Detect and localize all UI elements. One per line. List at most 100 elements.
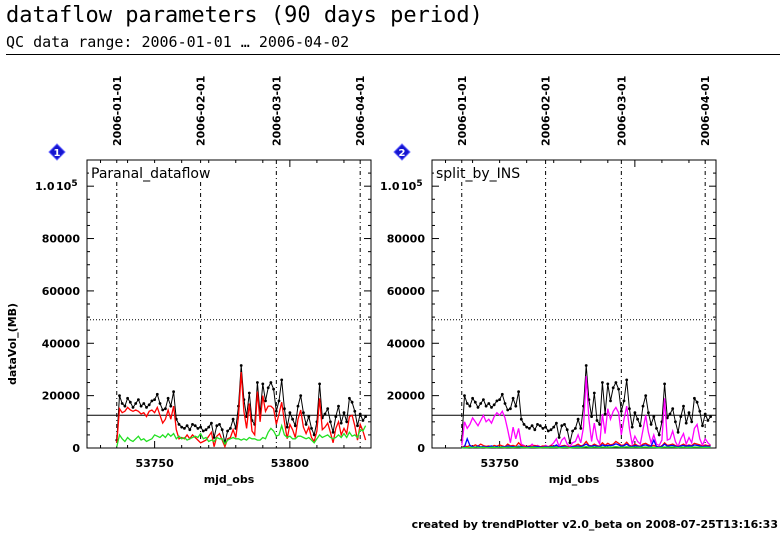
- data-point: [579, 427, 583, 430]
- data-point: [592, 391, 596, 395]
- data-point: [312, 433, 316, 437]
- data-point: [641, 404, 645, 408]
- data-point: [199, 425, 203, 429]
- data-point: [701, 424, 704, 428]
- data-point: [166, 396, 170, 400]
- data-point: [364, 415, 367, 418]
- data-point: [280, 378, 284, 382]
- x-tick-label: 53750: [135, 457, 174, 470]
- panel-badge-icon: [48, 143, 66, 161]
- date-marker-label: 2006-04-01: [354, 76, 367, 146]
- series-line-red: [116, 372, 367, 449]
- data-point: [517, 390, 520, 394]
- data-point: [530, 424, 534, 428]
- y-tick-label: 20000: [42, 390, 81, 403]
- data-point: [557, 436, 561, 439]
- data-point: [463, 394, 466, 397]
- data-point: [563, 423, 566, 426]
- data-point: [145, 406, 148, 409]
- x-tick-label: 53800: [616, 457, 655, 470]
- data-point: [514, 404, 518, 408]
- data-point: [522, 423, 526, 426]
- data-point: [644, 394, 648, 397]
- data-point: [226, 429, 230, 433]
- data-point: [606, 382, 610, 386]
- data-point: [490, 406, 493, 409]
- data-point: [285, 425, 289, 429]
- data-point: [498, 398, 501, 401]
- data-point: [506, 408, 510, 412]
- data-point: [495, 399, 499, 403]
- y-tick-label: 0: [72, 442, 80, 455]
- series-line-green: [116, 423, 367, 447]
- y-tick-label: 40000: [42, 337, 81, 350]
- data-point: [571, 429, 574, 433]
- data-point: [164, 407, 167, 411]
- data-point: [326, 407, 330, 411]
- date-marker-label: 2006-03-01: [615, 76, 628, 146]
- data-point: [560, 424, 564, 428]
- data-point: [636, 417, 639, 421]
- data-point: [614, 381, 618, 384]
- chart-panel-2: 2 0 20000 40000 60000 80000 1.0 105 53750 53800 mj…: [380, 76, 717, 486]
- data-point: [698, 409, 702, 413]
- y-top-label-mantissa: 1.0: [380, 180, 400, 193]
- y-top-label-mantissa: 1.0: [35, 180, 55, 193]
- data-point: [468, 404, 472, 408]
- data-point: [269, 381, 273, 384]
- data-point: [473, 400, 477, 404]
- data-point: [215, 424, 219, 428]
- data-point: [274, 409, 278, 413]
- data-point: [358, 412, 362, 416]
- data-point: [476, 406, 480, 409]
- data-point: [277, 399, 281, 403]
- data-point: [549, 428, 553, 432]
- data-point: [231, 417, 235, 421]
- data-point: [511, 396, 515, 400]
- data-point: [291, 417, 294, 421]
- date-marker-label: 2006-02-01: [195, 76, 208, 146]
- date-marker-label: 2006-04-01: [699, 76, 712, 146]
- data-point: [663, 382, 666, 386]
- data-point: [126, 396, 129, 400]
- data-point: [172, 390, 176, 394]
- data-point: [272, 387, 275, 391]
- data-point: [565, 428, 569, 432]
- y-axis-label: dataVol_(MB): [6, 303, 19, 385]
- y-tick-label: 20000: [387, 390, 426, 403]
- data-point: [665, 416, 669, 420]
- plot-frame: [86, 159, 372, 449]
- data-point: [595, 419, 599, 422]
- data-point: [709, 415, 712, 418]
- y-tick-label: 60000: [387, 285, 426, 298]
- data-point: [353, 409, 357, 413]
- data-point: [628, 407, 631, 411]
- footer-credit: created by trendPlotter v2.0_beta on 200…: [411, 518, 778, 531]
- data-point: [142, 402, 146, 405]
- data-point: [695, 400, 699, 404]
- x-tick-label: 53750: [480, 457, 519, 470]
- data-point: [528, 427, 531, 430]
- header-divider: [6, 54, 780, 55]
- chart-panel-1: 1 0 20000 40000 60000 80000 1.0 105 53750 53800 mj…: [6, 76, 372, 486]
- data-point: [482, 398, 485, 401]
- date-marker-label: 2006-02-01: [540, 76, 553, 146]
- data-point: [676, 430, 680, 434]
- data-point: [519, 417, 523, 421]
- data-point: [598, 423, 602, 426]
- data-point: [323, 412, 327, 416]
- data-point: [264, 399, 267, 403]
- y-tick-label: 60000: [42, 285, 81, 298]
- data-point: [536, 423, 539, 426]
- data-point: [533, 428, 537, 432]
- data-point: [655, 427, 658, 430]
- data-point: [576, 417, 580, 421]
- series-line-green: [461, 446, 711, 449]
- data-point: [465, 402, 469, 405]
- data-point: [546, 429, 550, 433]
- date-marker-label: 2006-01-01: [111, 76, 124, 146]
- data-point: [139, 404, 143, 408]
- data-point: [617, 387, 620, 391]
- data-point: [487, 402, 491, 405]
